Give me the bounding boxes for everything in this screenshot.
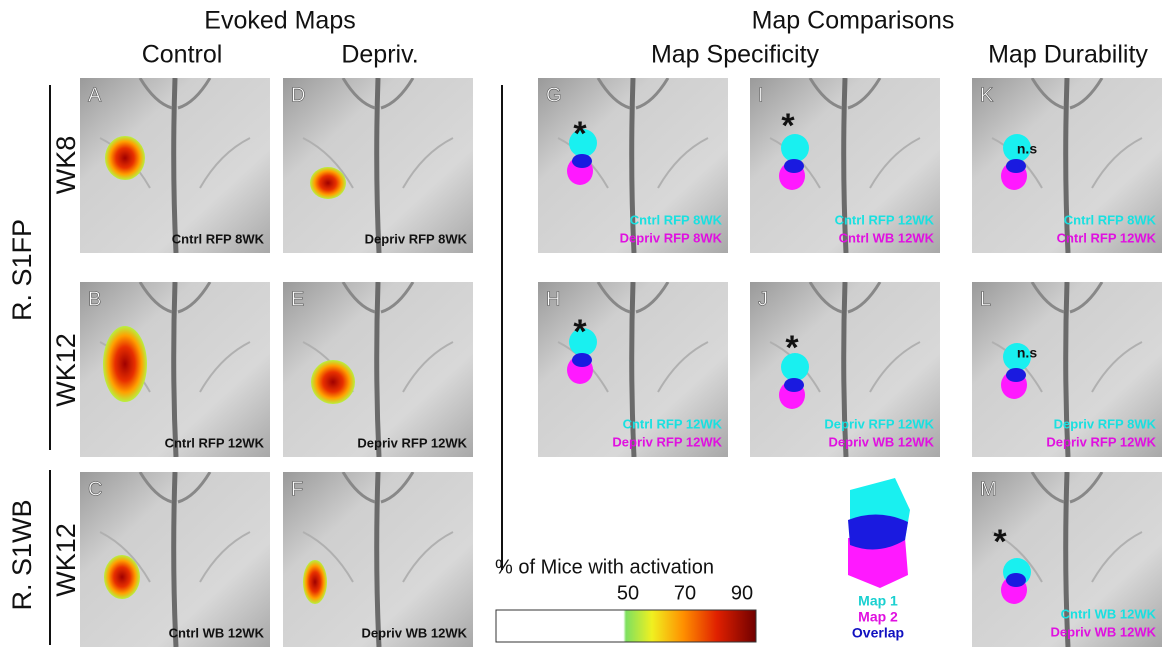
colorbar-tick: 70 xyxy=(674,582,696,604)
brain-image xyxy=(80,472,270,647)
panel: Ln.s Depriv RFP 8WK Depriv RFP 12WK xyxy=(972,282,1162,457)
brain-image xyxy=(283,282,473,457)
panel-caption: Cntrl WB 12WK xyxy=(169,625,265,640)
significance: * xyxy=(781,107,795,145)
header: Map Specificity xyxy=(651,41,820,69)
panel: H * Cntrl RFP 12WK Depriv RFP 12WK xyxy=(538,282,728,457)
row-label: WK8 xyxy=(51,136,81,195)
significance: * xyxy=(993,523,1007,561)
panel-caption: Depriv WB 12WK xyxy=(362,625,468,640)
overlap xyxy=(572,154,592,168)
panel-letter: A xyxy=(88,84,102,106)
panel-letter: D xyxy=(291,84,305,106)
activation-map xyxy=(105,136,145,180)
panel-caption: Cntrl RFP 12WK xyxy=(1057,230,1157,245)
activation-map xyxy=(310,167,346,199)
legend-label: Overlap xyxy=(852,625,904,641)
significance: * xyxy=(785,329,799,367)
panel-caption: Cntrl RFP 12WK xyxy=(835,212,935,227)
panel-letter: J xyxy=(758,288,768,310)
panel-caption: Depriv RFP 12WK xyxy=(1046,434,1156,449)
significance: * xyxy=(573,313,587,351)
overlap xyxy=(1006,159,1026,173)
overlap xyxy=(784,159,804,173)
colorbar-tick: 50 xyxy=(617,582,639,604)
panel-letter: H xyxy=(546,288,560,310)
legend-label: Map 2 xyxy=(858,609,898,625)
overlap-legend: Map 1 Map 2 Overlap xyxy=(848,478,910,641)
panel-caption: Cntrl WB 12WK xyxy=(1061,606,1157,621)
brain-image xyxy=(283,472,473,647)
panel-letter: K xyxy=(980,84,994,106)
panel-letter: E xyxy=(291,288,304,310)
header: Control xyxy=(142,41,223,69)
panel: F Depriv WB 12WK xyxy=(283,472,473,647)
panel-letter: B xyxy=(88,288,101,310)
panel: A Cntrl RFP 8WK xyxy=(80,78,270,253)
overlap xyxy=(572,353,592,367)
panel: I * Cntrl RFP 12WK Cntrl WB 12WK xyxy=(750,78,940,253)
panel-caption: Depriv WB 12WK xyxy=(829,434,935,449)
panel-letter: M xyxy=(980,478,997,500)
panel-caption: Depriv RFP 12WK xyxy=(612,434,722,449)
colorbar-bar xyxy=(496,610,756,642)
panel-caption: Depriv RFP 12WK xyxy=(357,435,467,450)
overlap xyxy=(1006,368,1026,382)
header: Map Durability xyxy=(988,41,1148,69)
panel: M * Cntrl WB 12WK Depriv WB 12WK xyxy=(972,472,1162,647)
colorbar-tick: 90 xyxy=(731,582,753,604)
row-label: R. S1FP xyxy=(7,219,37,321)
panel-caption: Cntrl RFP 8WK xyxy=(630,212,723,227)
header: Depriv. xyxy=(341,41,418,69)
panel: J * Depriv RFP 12WK Depriv WB 12WK xyxy=(750,282,940,457)
header: Evoked Maps xyxy=(204,7,355,35)
panel: D Depriv RFP 8WK xyxy=(283,78,473,253)
panel: Kn.s Cntrl RFP 8WK Cntrl RFP 12WK xyxy=(972,78,1162,253)
panel-letter: F xyxy=(291,478,303,500)
brain-image xyxy=(283,78,473,253)
panel-caption: Cntrl RFP 12WK xyxy=(165,435,265,450)
panel: C Cntrl WB 12WK xyxy=(80,472,270,647)
overlap xyxy=(1006,573,1026,587)
panel-caption: Cntrl RFP 8WK xyxy=(1064,212,1157,227)
panel: E Depriv RFP 12WK xyxy=(283,282,473,457)
activation-map xyxy=(303,560,327,604)
row-label: WK12 xyxy=(51,523,81,597)
panel-caption: Cntrl RFP 12WK xyxy=(623,416,723,431)
panel-caption: Cntrl RFP 8WK xyxy=(172,231,265,246)
row-label: R. S1WB xyxy=(7,499,37,610)
row-label: WK12 xyxy=(51,333,81,407)
panel-letter: L xyxy=(980,288,991,310)
header: Map Comparisons xyxy=(752,7,955,35)
panel-caption: Depriv RFP 8WK xyxy=(620,230,723,245)
significance: n.s xyxy=(1017,141,1037,157)
colorbar-title: % of Mice with activation xyxy=(495,556,714,578)
panel-caption: Depriv WB 12WK xyxy=(1051,624,1157,639)
panel: G * Cntrl RFP 8WK Depriv RFP 8WK xyxy=(538,78,728,253)
panel-caption: Depriv RFP 12WK xyxy=(824,416,934,431)
panel-caption: Depriv RFP 8WK xyxy=(365,231,468,246)
activation-map xyxy=(311,360,355,404)
overlap xyxy=(784,378,804,392)
panel-caption: Depriv RFP 8WK xyxy=(1054,416,1157,431)
panel-caption: Cntrl WB 12WK xyxy=(839,230,935,245)
activation-map xyxy=(103,326,147,402)
legend-label: Map 1 xyxy=(858,593,898,609)
panel-letter: G xyxy=(546,84,562,106)
significance: * xyxy=(573,115,587,153)
significance: n.s xyxy=(1017,345,1037,361)
panel-letter: C xyxy=(88,478,102,500)
activation-map xyxy=(104,555,140,599)
figure: Evoked Maps Control Depriv. Map Comparis… xyxy=(0,0,1174,647)
panel-letter: I xyxy=(758,84,764,106)
panel: B Cntrl RFP 12WK xyxy=(80,282,270,457)
colorbar: % of Mice with activation 50 70 90 xyxy=(495,556,756,642)
